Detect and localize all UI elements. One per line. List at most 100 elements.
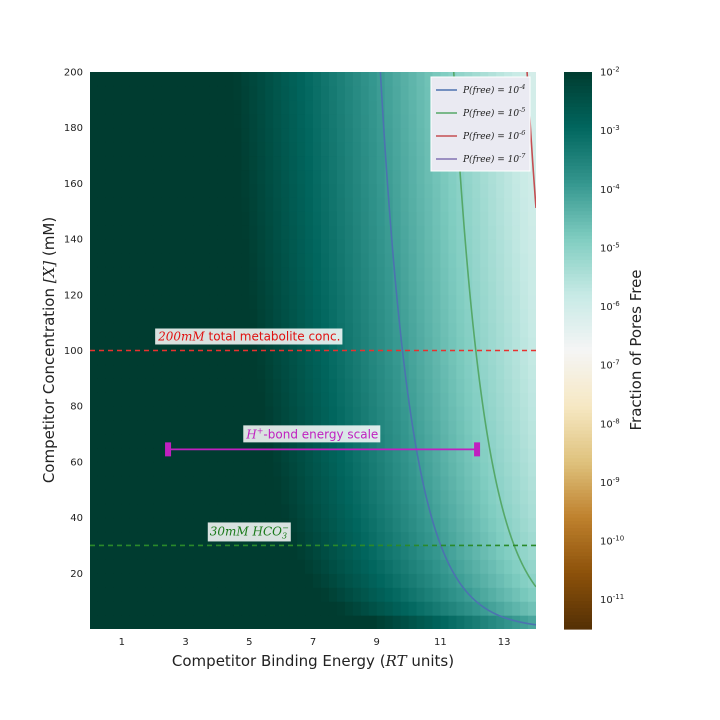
heatmap-cell xyxy=(320,392,330,407)
colorbar-segment xyxy=(564,482,592,487)
heatmap-cell xyxy=(464,545,473,560)
colorbar-segment xyxy=(564,82,592,87)
heatmap-cell xyxy=(376,447,386,463)
colorbar-segment xyxy=(564,103,592,108)
colorbar-segment xyxy=(564,148,592,153)
colorbar-tick-exp: -7 xyxy=(613,359,620,367)
heatmap-cell xyxy=(480,378,489,393)
heatmap-cell xyxy=(352,197,362,212)
heatmap-cell xyxy=(344,85,354,101)
heatmap-cell xyxy=(153,225,163,240)
heatmap-cell xyxy=(496,517,505,533)
heatmap-cell xyxy=(480,197,489,212)
heatmap-cell xyxy=(145,113,155,129)
heatmap-cell xyxy=(456,322,465,338)
heatmap-cell xyxy=(480,489,489,505)
colorbar-segment xyxy=(564,96,592,101)
heatmap-cell xyxy=(169,420,179,435)
colorbar-tick-exp: -10 xyxy=(613,535,624,543)
heatmap-cell xyxy=(249,253,258,268)
heatmap-cell xyxy=(249,489,258,505)
colorbar-segment xyxy=(564,72,592,77)
heatmap-cell xyxy=(504,266,513,282)
heatmap-cell xyxy=(281,573,290,588)
heatmap-cell xyxy=(249,294,258,310)
heatmap-cell xyxy=(472,280,481,296)
colorbar-segment xyxy=(564,127,592,132)
heatmap-cell xyxy=(265,253,274,268)
heatmap-cell xyxy=(384,489,394,505)
heatmap-cell xyxy=(408,447,418,463)
heatmap-cell xyxy=(432,517,442,533)
heatmap-cell xyxy=(344,225,354,240)
colorbar-segment xyxy=(564,472,592,477)
heatmap-cell xyxy=(432,378,442,393)
heatmap-cell xyxy=(217,406,226,421)
heatmap-cell xyxy=(392,434,402,449)
heatmap-cell xyxy=(90,225,99,240)
colorbar-segment xyxy=(564,430,592,435)
heatmap-cell xyxy=(512,294,521,310)
heatmap-cell xyxy=(528,169,536,184)
heatmap-cell xyxy=(193,587,203,602)
heatmap-cell xyxy=(440,225,449,240)
heatmap-cell xyxy=(169,587,179,602)
colorbar-segment xyxy=(564,479,592,484)
heatmap-cell xyxy=(193,350,203,366)
heatmap-cell xyxy=(336,113,346,129)
heatmap-cell xyxy=(297,127,306,143)
heatmap-cell xyxy=(217,183,226,198)
colorbar-segment xyxy=(564,155,592,160)
heatmap-cell xyxy=(90,141,99,157)
heatmap-cell xyxy=(520,434,529,449)
heatmap-cell xyxy=(392,559,402,574)
heatmap-cell xyxy=(265,601,274,616)
heatmap-cell xyxy=(392,169,402,184)
heatmap-cell xyxy=(265,406,274,421)
colorbar-segment xyxy=(564,622,592,627)
heatmap-cell xyxy=(241,601,250,616)
heatmap-cell xyxy=(528,420,536,435)
heatmap-cell xyxy=(265,503,274,519)
colorbar-segment xyxy=(564,246,592,251)
heatmap-cell xyxy=(153,392,163,407)
colorbar-segment xyxy=(564,374,592,379)
heatmap-cell xyxy=(424,615,434,629)
heatmap-cell xyxy=(273,266,282,282)
heatmap-cell xyxy=(376,364,386,379)
heatmap-cell xyxy=(209,601,219,616)
heatmap-cell xyxy=(305,364,314,379)
heatmap-cell xyxy=(360,266,370,282)
heatmap-cell xyxy=(344,322,354,338)
heatmap-cell xyxy=(528,364,536,379)
colorbar-segment xyxy=(564,75,592,80)
colorbar-segment xyxy=(564,298,592,303)
colorbar-tick-label: 10-2 xyxy=(600,66,620,79)
heatmap-cell xyxy=(440,587,449,602)
colorbar-segment xyxy=(564,423,592,428)
heatmap-cell xyxy=(217,253,226,268)
heatmap-cell xyxy=(241,503,250,519)
heatmap-cell xyxy=(209,72,219,87)
heatmap-cell xyxy=(241,615,250,629)
heatmap-cell xyxy=(392,587,402,602)
heatmap-cell xyxy=(281,85,290,101)
heatmap-cell xyxy=(113,183,123,198)
heatmap-cell xyxy=(273,127,282,143)
heatmap-cell xyxy=(328,531,338,547)
heatmap-cell xyxy=(440,239,449,254)
heatmap-cell xyxy=(113,531,123,547)
heatmap-cell xyxy=(320,225,330,240)
heatmap-cell xyxy=(145,322,155,338)
heatmap-cell xyxy=(313,406,322,421)
heatmap-cell xyxy=(360,197,370,212)
heatmap-cell xyxy=(440,489,449,505)
heatmap-cell xyxy=(368,336,378,352)
heatmap-cell xyxy=(289,225,298,240)
colorbar-tick-base: 10 xyxy=(600,243,613,254)
heatmap-cell xyxy=(528,434,536,449)
heatmap-cell xyxy=(520,197,529,212)
heatmap-cell xyxy=(376,169,386,184)
heatmap-cell xyxy=(161,587,171,602)
colorbar-tick-base: 10 xyxy=(600,478,613,489)
